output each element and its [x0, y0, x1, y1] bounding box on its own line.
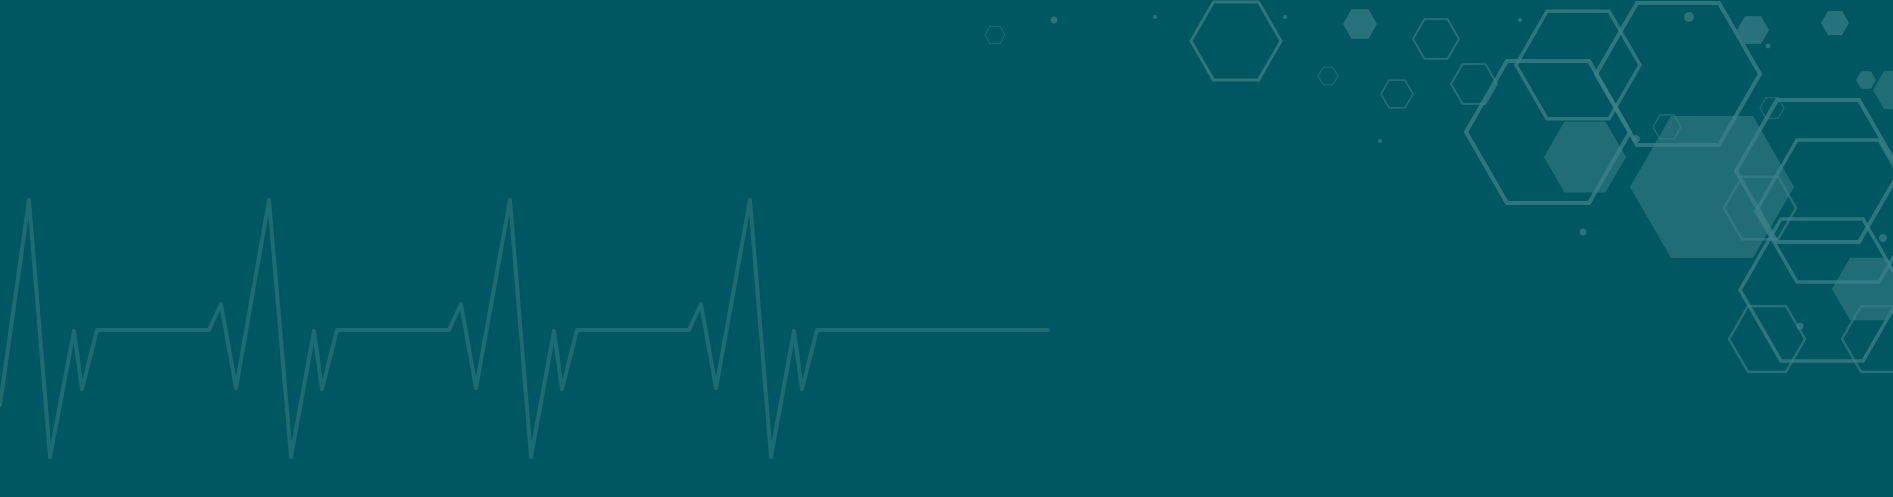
- decorative-dot: [1579, 228, 1587, 236]
- outline-hexagon: [1380, 79, 1414, 109]
- decorative-dot: [1684, 12, 1694, 22]
- filled-hexagon: [1832, 257, 1893, 321]
- filled-hexagon: [1544, 121, 1626, 193]
- heartbeat-pulse-line: [0, 198, 1050, 459]
- outline-hexagon: [1317, 66, 1339, 86]
- outline-hexagon: [984, 25, 1006, 45]
- outline-hexagon: [1840, 304, 1893, 374]
- filled-hexagon: [1737, 16, 1769, 44]
- outline-hexagon: [1463, 59, 1633, 205]
- filled-hexagon: [1873, 70, 1893, 110]
- filled-hexagon: [1856, 71, 1876, 89]
- filled-hexagon: [1343, 9, 1377, 39]
- decorative-dot: [1153, 15, 1157, 19]
- decorative-dot: [1796, 322, 1804, 330]
- decorative-dot: [1518, 18, 1522, 22]
- outline-hexagon: [1449, 63, 1499, 105]
- decorative-dot: [1050, 16, 1058, 24]
- decorative-dot: [1632, 135, 1640, 143]
- decorative-dot: [1765, 43, 1771, 49]
- decorative-dot: [1283, 15, 1287, 19]
- decorative-dot: [1879, 234, 1887, 242]
- outline-hexagon: [1727, 304, 1807, 374]
- outline-hexagon: [1189, 0, 1283, 82]
- decorative-dot: [1378, 139, 1382, 143]
- outline-hexagon: [1737, 217, 1893, 363]
- filled-hexagon: [1821, 10, 1849, 36]
- filled-hexagon: [1630, 116, 1794, 258]
- outline-hexagon: [1513, 9, 1643, 121]
- hexagon-cluster: [984, 0, 1893, 374]
- outline-hexagon: [1759, 96, 1785, 120]
- outline-hexagon: [1411, 18, 1461, 60]
